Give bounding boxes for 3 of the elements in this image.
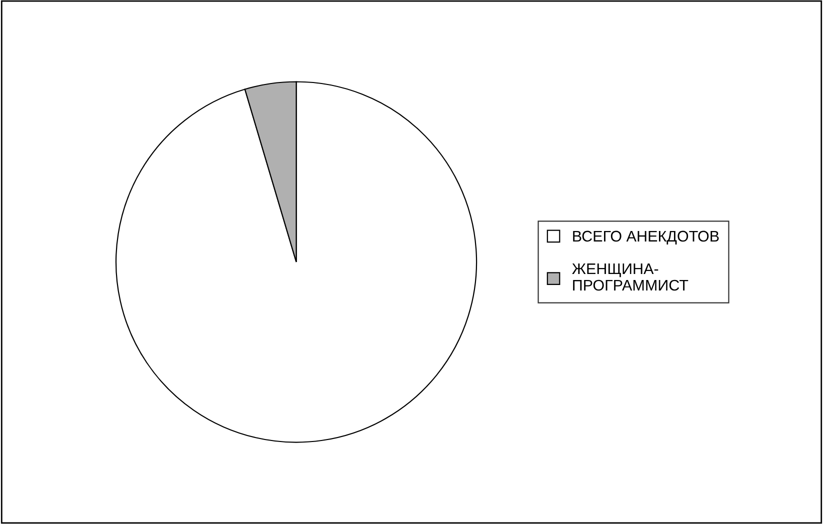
legend-label: ВСЕГО АНЕКДОТОВ: [573, 230, 719, 245]
legend-label: ЖЕНЩИНА- ПРОГРАММИСТ: [572, 264, 688, 291]
pie-slice: [115, 81, 478, 443]
